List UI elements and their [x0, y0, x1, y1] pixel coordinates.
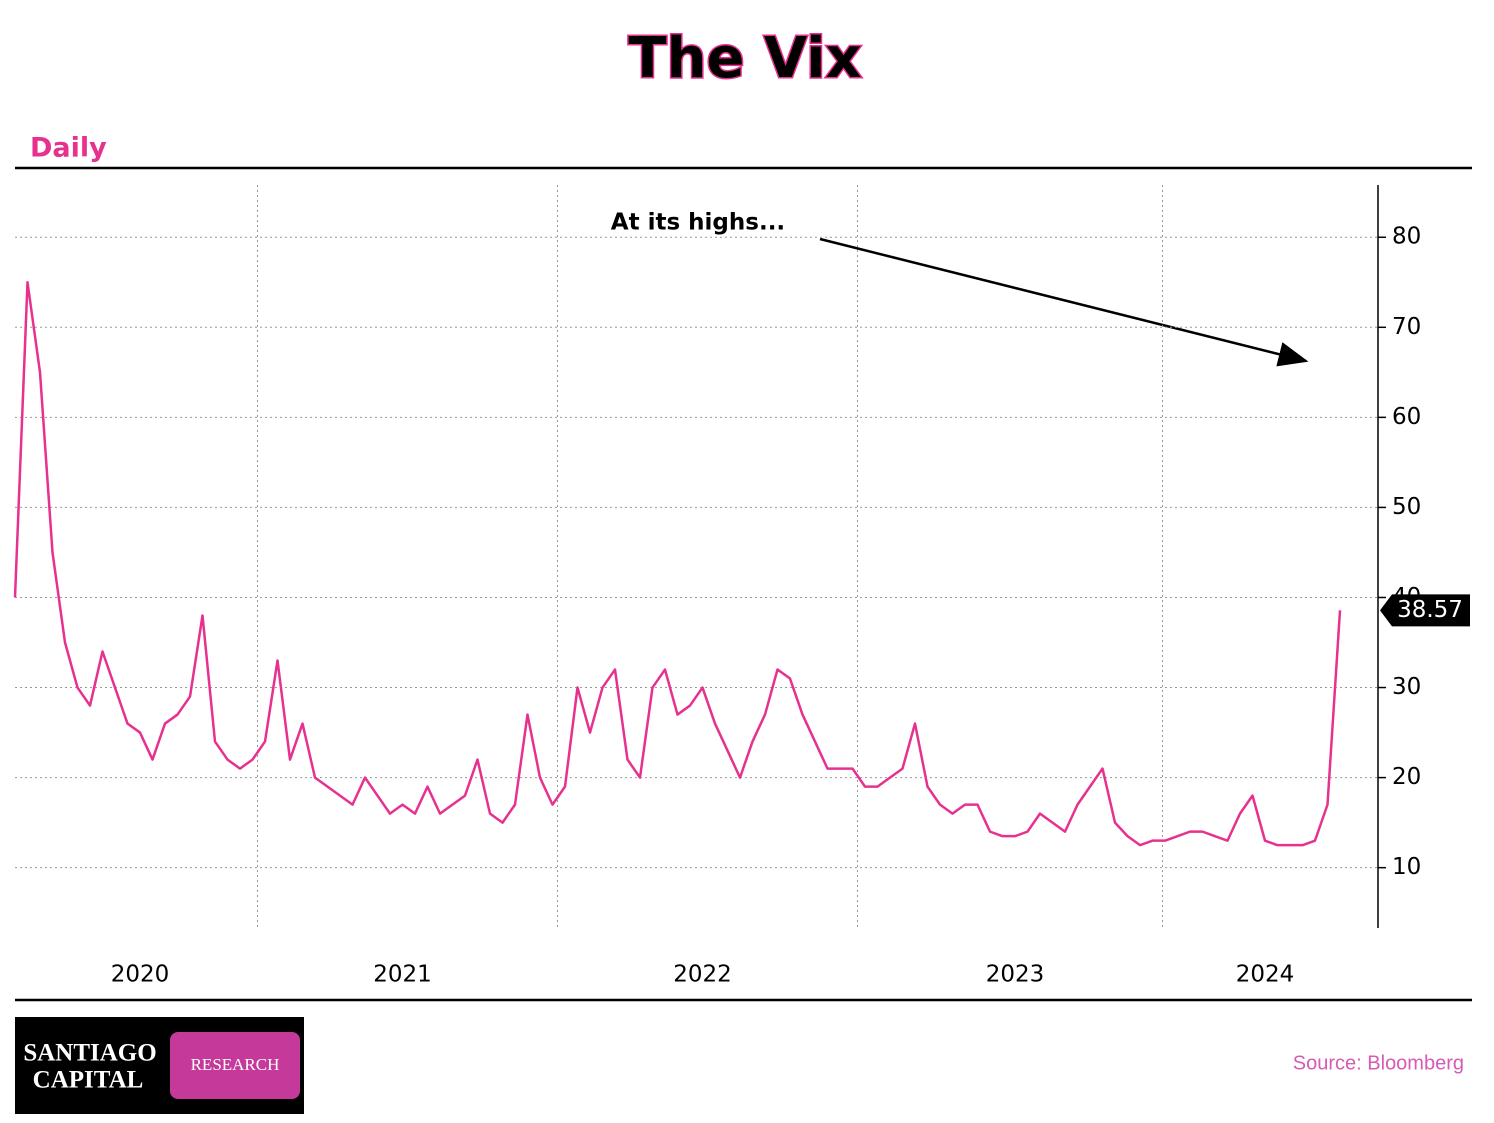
x-tick-label: 2020 [111, 962, 170, 988]
x-tick-label: 2021 [373, 962, 432, 988]
annotation: At its highs... [611, 210, 785, 236]
source: Source: Bloomberg [1293, 1052, 1464, 1074]
line [13, 281, 1342, 847]
logo-text: CAPITAL [33, 1067, 144, 1094]
x-tick-label: 2023 [986, 962, 1045, 988]
annotation-arrow [819, 237, 1309, 367]
logo-badge [170, 1032, 300, 1099]
y-tick-label: 50 [1392, 494, 1421, 520]
logo-badge-text: RESEARCH [191, 1055, 280, 1074]
y-tick-label: 10 [1392, 854, 1421, 880]
x-tick-label: 2022 [673, 962, 732, 988]
logo-text: SANTIAGO [23, 1040, 156, 1067]
y-tick-label: 80 [1392, 224, 1421, 250]
last-value-label: 38.57 [1397, 597, 1463, 623]
x-tick-label: 2024 [1236, 962, 1295, 988]
y-tick-label: 20 [1392, 764, 1421, 790]
chart-title: The Vix [628, 26, 861, 91]
y-tick-label: 60 [1392, 404, 1421, 430]
y-tick-label: 70 [1392, 314, 1421, 340]
subtitle: Daily [30, 133, 107, 164]
y-tick-label: 30 [1392, 674, 1421, 700]
last-value-box [1380, 594, 1470, 627]
